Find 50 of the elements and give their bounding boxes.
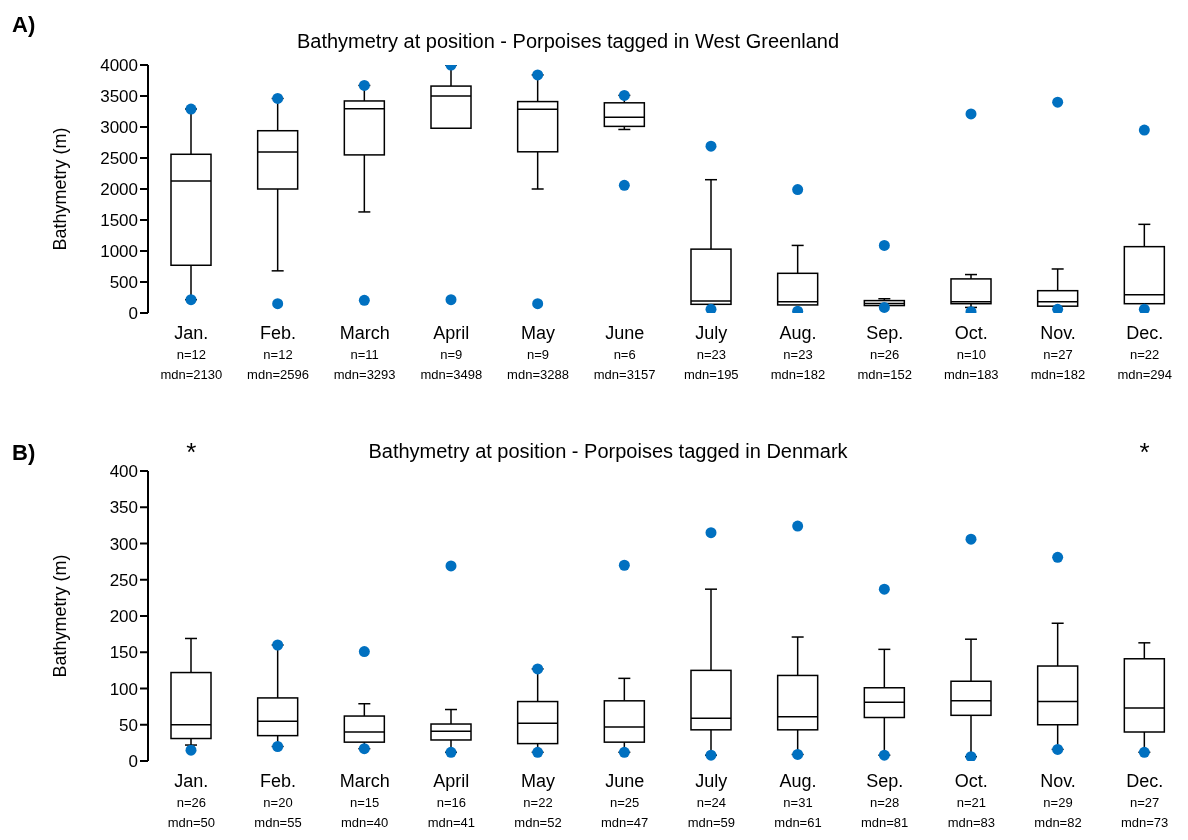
x-tick-label: June n=25 mdn=47: [600, 771, 649, 830]
x-tick-label: Oct. n=21 mdn=83: [947, 771, 996, 830]
x-tick-label: Feb. n=12 mdn=2596: [247, 323, 309, 382]
y-tick-label: 250: [109, 570, 138, 590]
x-tick-label: July n=23 mdn=195: [684, 323, 739, 382]
x-tick-label: April n=9 mdn=3498: [420, 323, 483, 382]
chart-title: Bathymetry at position - Porpoises tagged in West Greenland: [295, 30, 841, 53]
x-tick-label: Nov. n=27 mdn=182: [1030, 323, 1086, 382]
x-tick-label: Sep. n=28 mdn=81: [860, 771, 909, 830]
x-tick-label: Dec. n=27 mdn=73: [1120, 771, 1169, 830]
x-tick-label: Jan. n=12 mdn=2130: [160, 323, 223, 382]
text: A): [12, 12, 36, 38]
x-tick-label: April n=16 mdn=41: [427, 771, 476, 830]
y-tick-label: 2000: [100, 180, 138, 200]
y-tick-label: 0: [128, 304, 138, 324]
y-tick-label: 1500: [100, 211, 138, 231]
text: *: [1138, 437, 1151, 467]
y-tick-label: 150: [109, 643, 138, 663]
y-tick-label: 2500: [100, 149, 138, 169]
x-tick-label: March n=11 mdn=3293: [333, 323, 396, 382]
y-tick-label: 3000: [100, 118, 138, 138]
text: B): [12, 440, 36, 466]
x-tick-label: Sep. n=26 mdn=152: [857, 323, 912, 382]
x-tick-label: May n=22 mdn=52: [514, 771, 562, 830]
y-tick-label: 4000: [100, 56, 138, 76]
y-axis-title: Bathymetry (m): [50, 554, 71, 678]
y-tick-label: 400: [109, 462, 138, 482]
chart-title: Bathymetry at position - Porpoises tagged in Denmark: [367, 440, 849, 463]
y-tick-label: 300: [109, 534, 138, 554]
y-tick-label: 1000: [100, 242, 138, 262]
x-tick-label: Feb. n=20 mdn=55: [254, 771, 302, 830]
x-tick-label: Dec. n=22 mdn=294: [1117, 323, 1172, 382]
y-axis-title: Bathymetry (m): [50, 127, 71, 251]
x-tick-label: March n=15 mdn=40: [339, 771, 390, 830]
x-tick-label: July n=24 mdn=59: [687, 771, 736, 830]
x-tick-label: Aug. n=31 mdn=61: [774, 771, 822, 830]
x-tick-label: Nov. n=29 mdn=82: [1034, 771, 1082, 830]
x-tick-label: May n=9 mdn=3288: [507, 323, 569, 382]
y-tick-label: 3500: [100, 87, 138, 107]
y-tick-label: 100: [109, 679, 138, 699]
text: *: [185, 437, 198, 467]
x-tick-label: Oct. n=10 mdn=183: [944, 323, 999, 382]
y-tick-label: 500: [109, 273, 138, 293]
x-tick-label: June n=6 mdn=3157: [593, 323, 656, 382]
y-tick-label: 0: [128, 752, 138, 772]
y-tick-label: 200: [109, 607, 138, 627]
y-tick-label: 50: [119, 715, 138, 735]
y-tick-label: 350: [109, 498, 138, 518]
x-tick-label: Jan. n=26 mdn=50: [167, 771, 216, 830]
x-tick-label: Aug. n=23 mdn=182: [770, 323, 826, 382]
